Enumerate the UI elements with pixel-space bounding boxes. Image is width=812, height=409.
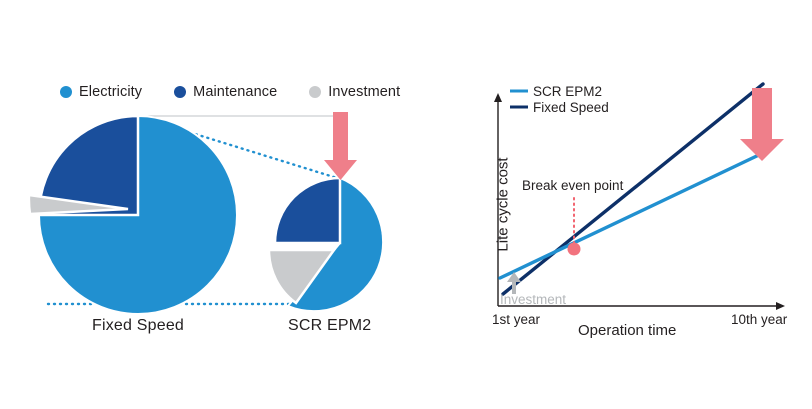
break-even-point-label: Break even point — [522, 178, 624, 193]
pie-chart-fixed-speed — [27, 114, 238, 315]
line-series-fixed-speed — [501, 82, 765, 296]
legend-label-maintenance: Maintenance — [193, 84, 278, 100]
pie-slice-investment-fixed — [27, 193, 129, 216]
legend-item-maintenance: Maintenance — [174, 84, 277, 100]
x-axis-label: Operation time — [578, 322, 677, 339]
y-axis-label: Lite cycle cost — [494, 157, 512, 252]
line-legend-label-fixed-speed: Fixed Speed — [533, 100, 609, 115]
line-legend-label-scr-epm2: SCR EPM2 — [533, 84, 603, 99]
pie-chart-scr-epm2 — [267, 176, 385, 313]
pie-slice-investment-scr — [267, 248, 337, 305]
investment-arrow-icon — [507, 272, 521, 294]
legend-label-investment: Investment — [328, 84, 401, 100]
x-axis-arrowhead-icon — [776, 302, 785, 310]
legend-item-investment: Investment — [309, 84, 400, 100]
savings-arrow-icon — [740, 88, 784, 161]
y-axis-arrowhead-icon — [494, 93, 502, 102]
reduction-arrow-icon-pie — [324, 112, 357, 180]
pie-connector-dotted-top — [148, 118, 339, 180]
pie-caption-scr-epm2: SCR EPM2 — [288, 317, 372, 334]
legend-label-electricity: Electricity — [79, 84, 143, 100]
legend-dot-icon-investment — [309, 86, 322, 98]
legend-dot-icon-maintenance — [174, 86, 187, 98]
x-axis-tick-first: 1st year — [492, 312, 541, 327]
x-axis-tick-last: 10th year — [731, 312, 788, 327]
legend-dot-icon-electricity — [60, 86, 72, 98]
pie-caption-fixed-speed: Fixed Speed — [92, 317, 185, 334]
investment-label: Investment — [500, 292, 567, 307]
pie-legend: Electricity Maintenance Investment — [60, 84, 432, 100]
line-series-scr-epm2 — [498, 151, 765, 280]
legend-item-electricity: Electricity — [60, 84, 142, 100]
break-even-point-marker — [567, 242, 581, 256]
pie-slice-maintenance-scr — [273, 176, 342, 245]
